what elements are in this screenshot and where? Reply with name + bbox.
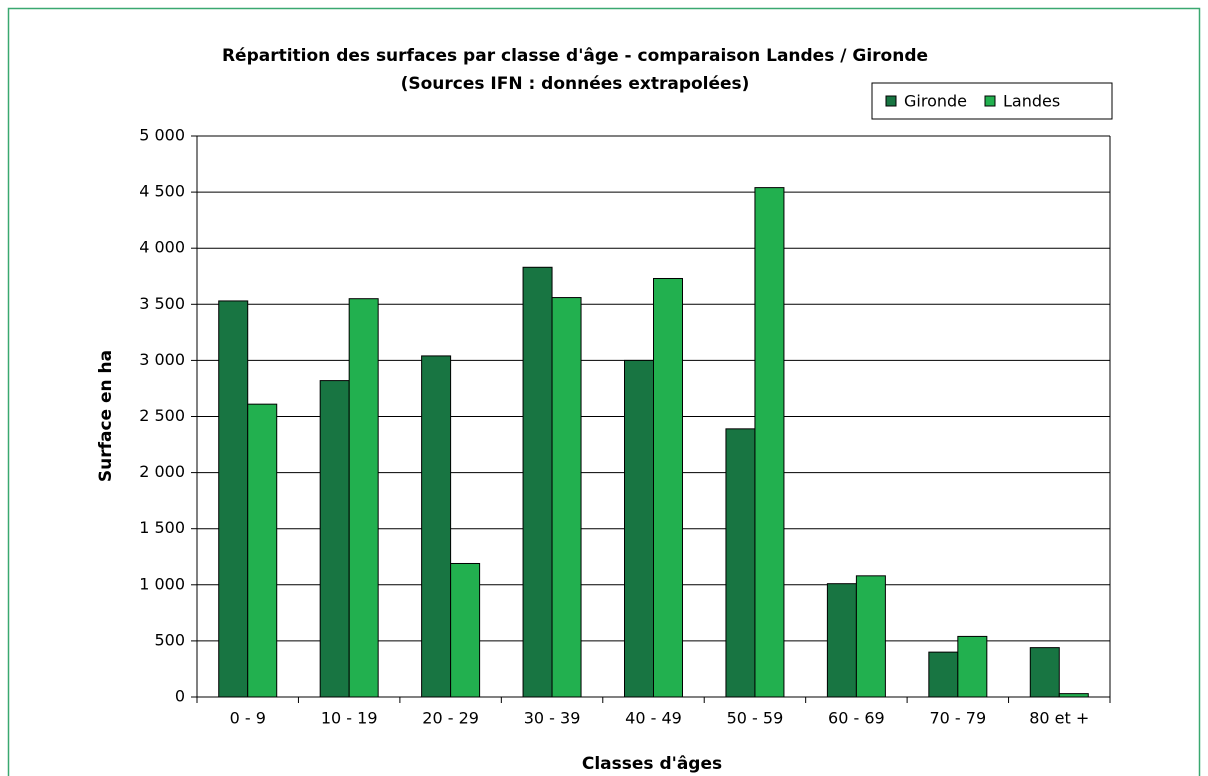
legend-label: Landes <box>1003 92 1060 111</box>
y-tick-label: 500 <box>154 630 185 649</box>
y-tick-label: 1 000 <box>139 574 185 593</box>
bar <box>319 380 350 698</box>
x-tick-label: 0 - 9 <box>230 709 266 728</box>
bar <box>1058 693 1089 698</box>
bar <box>522 266 553 698</box>
chart-title: Répartition des surfaces par classe d'âg… <box>222 46 928 66</box>
y-tick-label: 3 500 <box>139 294 185 313</box>
x-tick-label: 70 - 79 <box>929 709 986 728</box>
x-tick-label: 50 - 59 <box>727 709 784 728</box>
frame <box>7 7 1201 776</box>
chart-subtitle: (Sources IFN : données extrapolées) <box>401 74 750 94</box>
bar <box>551 297 582 698</box>
x-tick-label: 20 - 29 <box>422 709 479 728</box>
bar <box>348 298 379 698</box>
y-tick-label: 5 000 <box>139 126 185 145</box>
bar <box>725 428 756 698</box>
y-axis-title: Surface en ha <box>96 350 116 482</box>
bar <box>624 359 654 698</box>
bar <box>421 355 452 698</box>
bar <box>247 403 278 698</box>
legend-swatch <box>984 95 996 107</box>
y-tick-label: 4 500 <box>139 182 185 201</box>
y-tick-label: 3 000 <box>139 350 185 369</box>
bar <box>826 583 857 698</box>
legend-swatch <box>885 95 897 107</box>
y-tick-label: 1 500 <box>139 518 185 537</box>
x-axis-title: Classes d'âges <box>582 754 722 774</box>
bar <box>450 562 481 698</box>
bar <box>754 187 785 698</box>
y-tick-label: 0 <box>175 687 185 706</box>
x-tick-label: 40 - 49 <box>625 709 682 728</box>
x-tick-label: 30 - 39 <box>524 709 581 728</box>
bar <box>218 300 249 698</box>
bar <box>928 651 959 698</box>
x-tick-label: 60 - 69 <box>828 709 885 728</box>
x-tick-label: 10 - 19 <box>321 709 378 728</box>
y-tick-label: 4 000 <box>139 238 185 257</box>
y-tick-label: 2 000 <box>139 462 185 481</box>
bar <box>1029 647 1060 698</box>
bar <box>653 277 683 698</box>
bar <box>855 575 886 698</box>
legend-label: Gironde <box>904 92 967 111</box>
x-tick-label: 80 et + <box>1029 709 1089 728</box>
bar <box>957 635 988 698</box>
y-tick-label: 2 500 <box>139 406 185 425</box>
